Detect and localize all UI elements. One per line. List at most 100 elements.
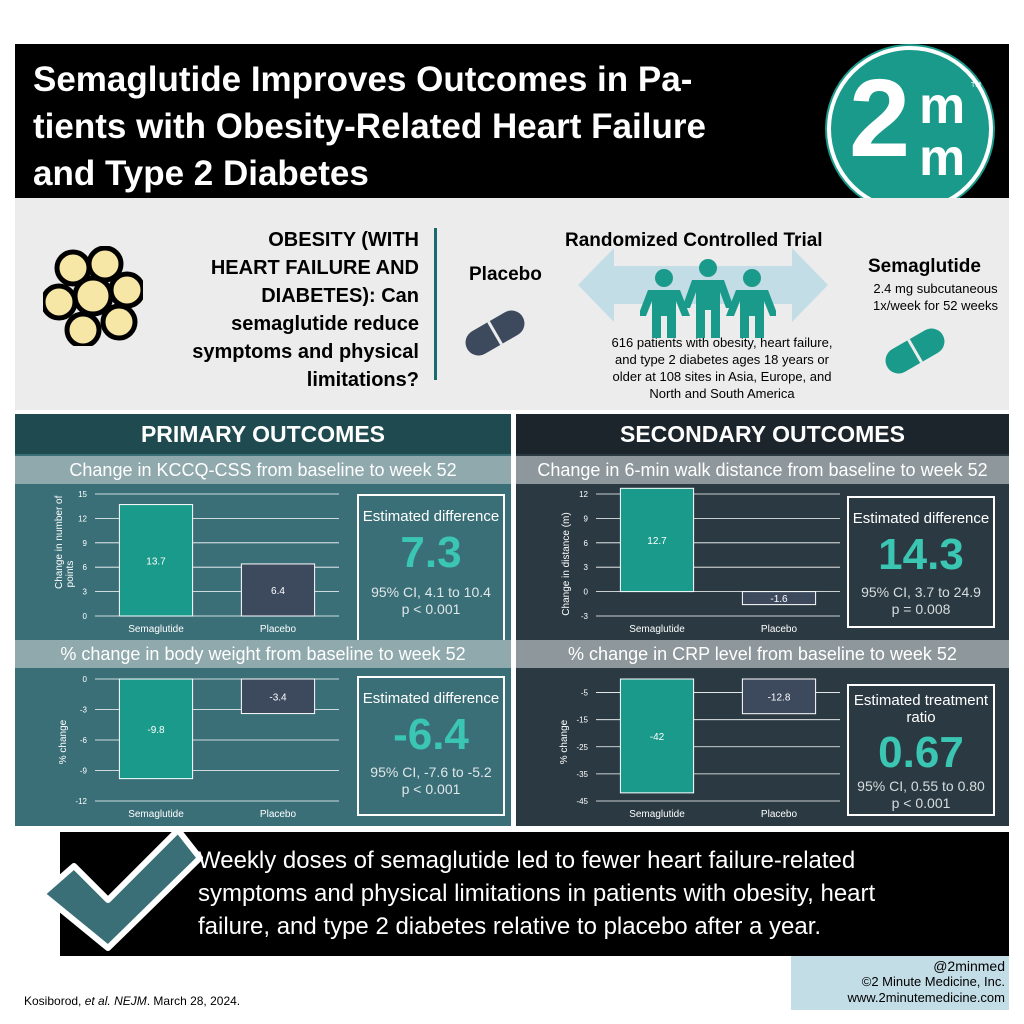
patients-line-3: older at 108 sites in Asia, Europe, and [612, 369, 832, 384]
bar-placebo [240, 678, 316, 715]
y-tick-label: 6 [83, 563, 88, 572]
kccq-subhead: Change in KCCQ-CSS from baseline to week… [15, 456, 511, 484]
x-category-label: Placebo [260, 624, 297, 635]
kccq-p-value: p < 0.001 [401, 601, 461, 617]
question-line-4: semaglutide reduce [231, 313, 419, 335]
y-tick-label: 0 [584, 588, 589, 597]
bar-value-label: 12.7 [647, 536, 667, 547]
secondary-outcomes-panel: SECONDARY OUTCOMES Change in 6-min walk … [516, 414, 1009, 826]
bar-value-label: -12.8 [768, 692, 791, 703]
x-category-label: Placebo [761, 624, 798, 635]
section-divider [434, 228, 437, 380]
kccq-estimate-value: 7.3 [400, 528, 462, 577]
y-tick-label: -6 [80, 736, 88, 745]
placebo-label: Placebo [469, 264, 542, 285]
y-tick-label: 9 [83, 539, 88, 548]
crp-estimate-label-line-1: Estimated treatment [853, 692, 989, 709]
weight-bar-chart: 0 -3 -6 -9 -12 -9.8 Semaglutide -3.4 Placebo [75, 675, 339, 820]
bar-placebo [240, 563, 316, 617]
bar-value-label: -1.6 [770, 594, 788, 605]
walk-estimate-box: Estimated difference 14.3 95% CI, 3.7 to… [847, 496, 995, 628]
y-tick-label: 3 [83, 588, 88, 597]
website: www.2minutemedicine.com [847, 990, 1005, 1005]
walk-estimate-value: 14.3 [878, 530, 964, 579]
logo-m-bottom: m [919, 129, 966, 187]
bar-semaglutide [118, 678, 194, 780]
y-tick-label: -3 [80, 706, 88, 715]
patients-line-1: 616 patients with obesity, heart failure… [611, 335, 833, 350]
weight-ci: 95% CI, -7.6 to -5.2 [370, 764, 492, 780]
brand-logo: 2 m m TM [827, 46, 993, 212]
kccq-estimate-label: Estimated difference [362, 508, 500, 525]
x-category-label: Semaglutide [629, 624, 685, 635]
walk-ci: 95% CI, 3.7 to 24.9 [861, 584, 981, 600]
crp-subhead: % change in CRP level from baseline to w… [516, 640, 1009, 668]
question-line-5: symptoms and physical [192, 341, 419, 363]
walk-ylabel: Change in distance (m) [561, 512, 572, 616]
kccq-estimate-box: Estimated difference 7.3 95% CI, 4.1 to … [357, 494, 505, 644]
primary-outcomes-panel: PRIMARY OUTCOMES Change in KCCQ-CSS from… [15, 414, 511, 826]
question-line-3: DIABETES): Can [261, 285, 419, 307]
crp-p-value: p < 0.001 [891, 795, 951, 811]
y-tick-label: -35 [576, 770, 588, 779]
bar-value-label: 6.4 [271, 586, 285, 597]
bar-placebo [741, 591, 817, 606]
citation-date: . March 28, 2024. [146, 994, 241, 1008]
kccq-bar-chart: 0 3 6 9 12 15 13.7 Semaglutide 6.4 Placebo [78, 490, 339, 635]
walk-bar-chart: 12 9 6 3 0 -3 12.7 Semaglutide -1.6 Placebo [579, 487, 840, 635]
y-tick-label: -45 [576, 797, 588, 806]
y-tick-label: -15 [576, 716, 588, 725]
conclusion-line-3: failure, and type 2 diabetes relative to… [198, 913, 822, 940]
copyright: ©2 Minute Medicine, Inc. [861, 974, 1005, 989]
conclusion-line-2: symptoms and physical limitations in pat… [198, 880, 876, 907]
patients-line-4: North and South America [649, 386, 795, 401]
bar-semaglutide [619, 487, 695, 593]
patients-group-icon [640, 259, 776, 338]
citation-journal: NEJM [114, 994, 147, 1008]
logo-trademark: TM [971, 82, 982, 89]
crp-estimate-label: Estimated treatment ratio [849, 692, 993, 726]
patients-line-2: and type 2 diabetes ages 18 years or [615, 352, 829, 367]
dose-line-2: 1x/week for 52 weeks [872, 298, 998, 313]
semaglutide-pill-icon [885, 328, 945, 374]
x-category-label: Semaglutide [629, 809, 685, 820]
crp-estimate-value: 0.67 [878, 728, 964, 777]
semaglutide-label: Semaglutide [868, 256, 981, 277]
walk-subhead: Change in 6-min walk distance from basel… [516, 456, 1009, 484]
conclusion-banner: Weekly doses of semaglutide led to fewer… [60, 832, 1009, 956]
y-tick-label: -5 [581, 689, 589, 698]
x-category-label: Placebo [761, 809, 798, 820]
placebo-pill-icon [465, 310, 525, 356]
citation-author: Kosiborod, [24, 994, 85, 1008]
crp-ci: 95% CI, 0.55 to 0.80 [857, 778, 985, 794]
citation: Kosiborod, et al. NEJM. March 28, 2024. [24, 994, 240, 1008]
question-line-1: OBESITY (WITH [268, 229, 419, 251]
social-handle: @2minmed [933, 958, 1005, 974]
y-tick-label: -25 [576, 743, 588, 752]
x-category-label: Semaglutide [128, 809, 184, 820]
y-tick-label: -12 [75, 797, 87, 806]
crp-bar-chart: -5 -15 -25 -35 -45 -42 Semaglutide -12.8 Placebo [576, 678, 840, 820]
weight-subhead: % change in body weight from baseline to… [15, 640, 511, 668]
brand-footer: @2minmed ©2 Minute Medicine, Inc. www.2m… [791, 956, 1009, 1010]
dose-info: 2.4 mg subcutaneous 1x/week for 52 weeks [863, 280, 1008, 314]
y-tick-label: 9 [584, 514, 589, 523]
page-title: Semaglutide Improves Outcomes in Pa- tie… [33, 56, 813, 197]
kccq-ci: 95% CI, 4.1 to 10.4 [371, 584, 491, 600]
study-design-panel: OBESITY (WITH HEART FAILURE AND DIABETES… [15, 198, 1009, 410]
conclusion-line-1: Weekly doses of semaglutide led to fewer… [198, 847, 856, 874]
kccq-ylabel: Change in number of points [54, 496, 76, 589]
x-category-label: Placebo [260, 809, 297, 820]
y-tick-label: 0 [83, 612, 88, 621]
weight-ylabel: % change [58, 719, 69, 765]
dose-line-1: 2.4 mg subcutaneous [873, 281, 998, 296]
question-line-2: HEART FAILURE AND [210, 257, 419, 279]
research-question: OBESITY (WITH HEART FAILURE AND DIABETES… [143, 226, 419, 394]
weight-p-value: p < 0.001 [401, 781, 461, 797]
weight-estimate-label: Estimated difference [362, 690, 500, 707]
logo-m-top: m [919, 77, 966, 135]
title-line-1: Semaglutide Improves Outcomes in Pa- [33, 60, 693, 99]
bar-value-label: -42 [650, 732, 665, 743]
panel-separator [511, 414, 516, 826]
walk-estimate-label: Estimated difference [852, 510, 990, 527]
